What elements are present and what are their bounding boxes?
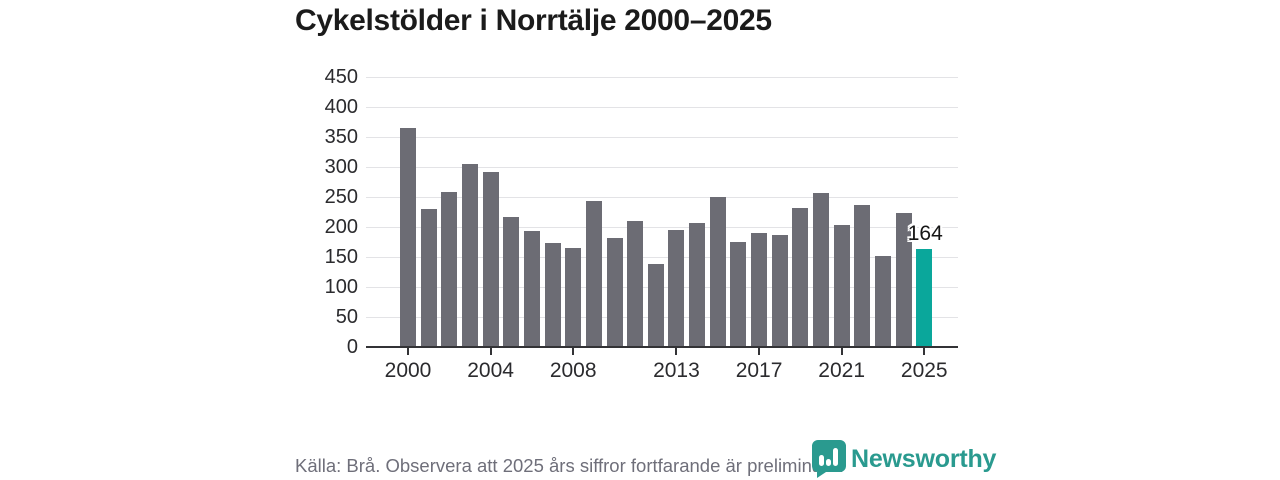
gridline-300 [366, 166, 958, 168]
bar-2001 [420, 209, 437, 347]
x-tick-mark-2021 [840, 348, 843, 355]
bar-2017 [751, 233, 768, 347]
bar-2010 [606, 237, 623, 347]
x-tick-mark-2013 [675, 348, 678, 355]
x-tick-mark-2004 [489, 348, 492, 355]
gridline-200 [366, 226, 958, 228]
x-tick-label-2008: 2008 [549, 359, 597, 382]
plot-area: 164 [366, 76, 958, 348]
chart-title: Cykelstölder i Norrtälje 2000–2025 [295, 4, 772, 37]
bar-2020 [813, 192, 829, 347]
bar-2009 [585, 200, 602, 347]
x-tick-label-2004: 2004 [467, 359, 514, 382]
bar-2002 [441, 191, 458, 347]
bar-2011 [627, 221, 644, 347]
bar-2000 [400, 128, 416, 347]
x-tick-mark-2017 [758, 348, 761, 355]
bar-2005 [503, 216, 520, 347]
bar-2013 [668, 230, 685, 347]
gridline-150 [366, 256, 958, 258]
x-tick-mark-2000 [407, 348, 409, 355]
bar-2004 [482, 172, 499, 347]
bar-2014 [689, 223, 706, 347]
source-note: Källa: Brå. Observera att 2025 års siffr… [295, 455, 844, 476]
x-tick-label-2025: 2025 [900, 359, 948, 382]
y-tick-label-400: 400 [324, 96, 358, 118]
y-tick-label-100: 100 [324, 276, 358, 298]
x-tick-mark-2025 [923, 348, 926, 355]
x-tick-label-2017: 2017 [735, 359, 783, 382]
bar-2018 [771, 235, 788, 347]
y-tick-label-200: 200 [324, 216, 358, 238]
gridline-350 [366, 136, 958, 138]
y-tick-label-250: 250 [324, 186, 358, 208]
value-label-2025: 164 [907, 221, 943, 245]
x-tick-mark-2008 [572, 348, 575, 355]
newsworthy-logo-link[interactable]: Newsworthy [812, 440, 996, 478]
y-tick-label-300: 300 [324, 156, 358, 178]
y-tick-label-0: 0 [346, 336, 358, 358]
bar-2007 [544, 243, 561, 347]
bar-2008 [565, 248, 582, 347]
gridline-250 [366, 196, 958, 198]
y-tick-label-150: 150 [324, 246, 358, 268]
bar-2006 [523, 230, 540, 347]
bar-2023 [874, 256, 891, 347]
gridline-450 [366, 76, 958, 78]
y-tick-label-350: 350 [324, 126, 358, 148]
bar-2022 [854, 204, 871, 347]
gridline-400 [366, 106, 958, 108]
x-tick-label-2000: 2000 [384, 359, 432, 382]
bar-2019 [792, 207, 809, 347]
bar-2015 [709, 197, 726, 347]
y-tick-label-450: 450 [324, 66, 358, 88]
newsworthy-logo-text: Newsworthy [851, 445, 997, 473]
bar-2021 [833, 224, 850, 347]
bar-2012 [647, 263, 664, 347]
newsworthy-bar-chart-bubble-icon [812, 440, 846, 478]
bar-2016 [730, 242, 747, 347]
x-tick-label-2013: 2013 [653, 359, 700, 382]
x-axis-line [366, 346, 958, 348]
bar-2003 [461, 164, 478, 347]
y-tick-label-50: 50 [335, 306, 358, 328]
bar-2024 [895, 212, 912, 347]
bar-2025 [916, 248, 933, 347]
x-tick-label-2021: 2021 [818, 359, 865, 382]
